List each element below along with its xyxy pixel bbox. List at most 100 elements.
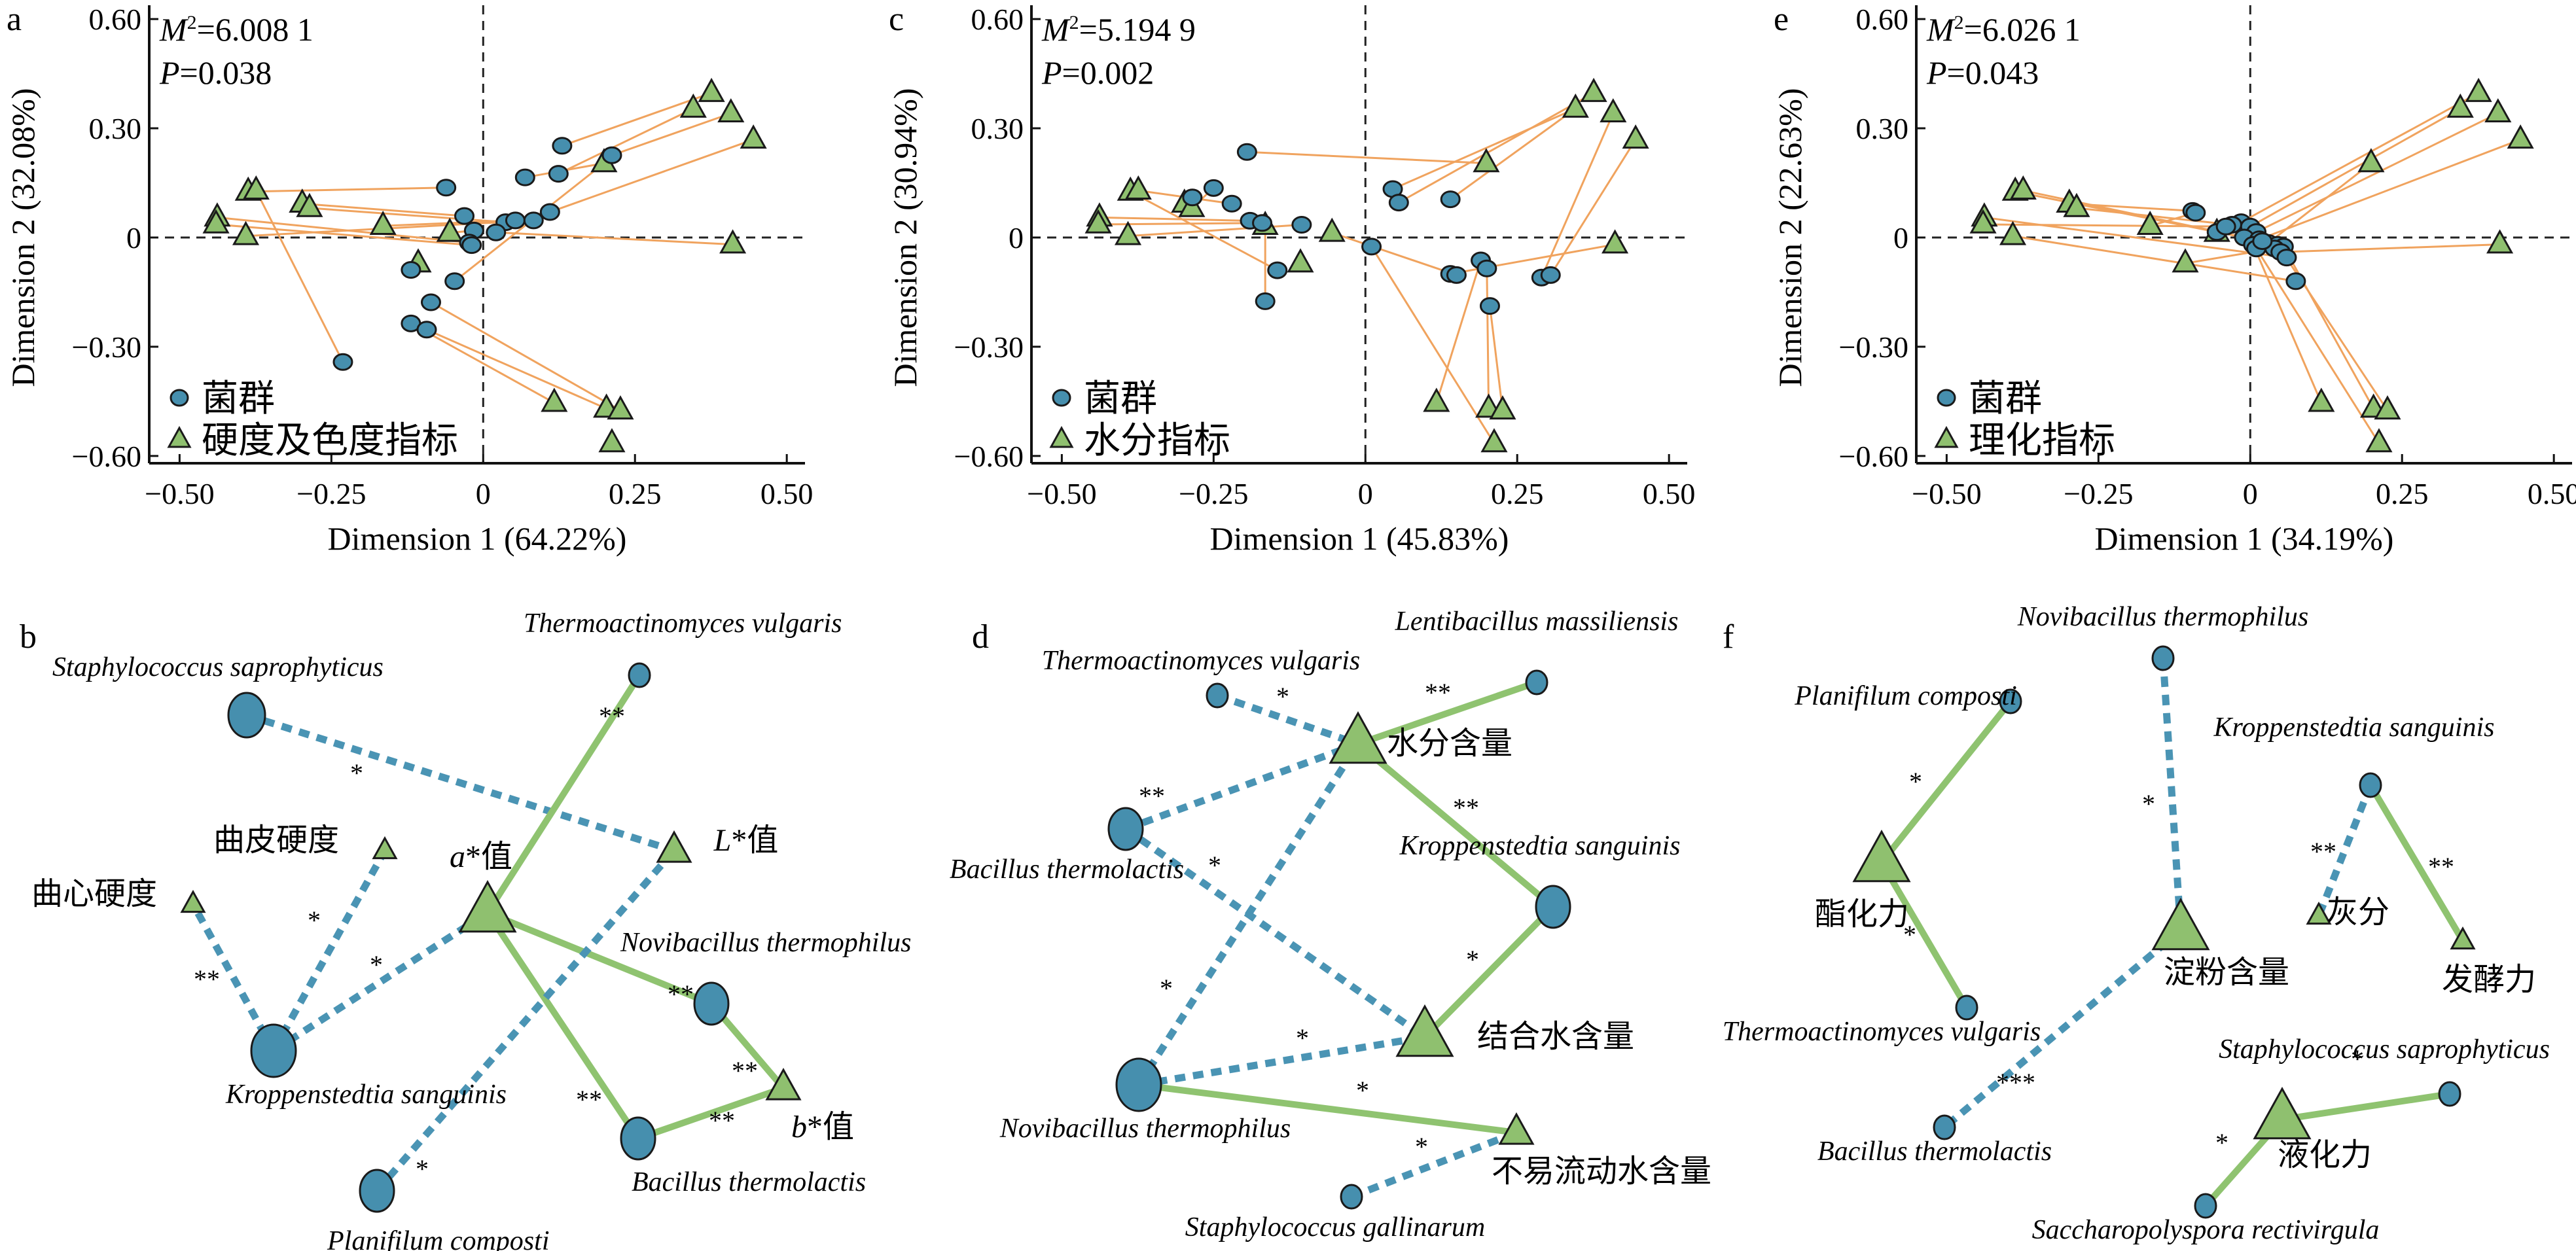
node-label: Novibacillus thermophilus: [999, 1114, 1291, 1144]
node-label: Bacillus thermolactis: [632, 1167, 866, 1197]
triangle-point: [717, 98, 745, 123]
significance-label: *: [1466, 945, 1479, 974]
procrustes-plot-e: e −0.50 −0.25 0 0.25 0.50 0.60 0.30 0 −0.30 −0.60 D…: [1772, 1, 2576, 557]
x-tick-label: −0.25: [296, 477, 366, 510]
triangle-point: [1999, 220, 2027, 245]
legend-circle-icon: [1937, 389, 1956, 407]
node-label: 结合水含量: [1477, 1019, 1634, 1054]
circle-point: [601, 146, 622, 164]
significance-label: **: [576, 1085, 602, 1114]
significance-label: *: [1909, 767, 1922, 796]
triangle-point: [607, 395, 634, 420]
microbe-node: [2359, 772, 2382, 798]
stat-p: P=0.002: [1041, 54, 1154, 91]
property-node: [1498, 1112, 1535, 1145]
circle-point: [514, 168, 535, 186]
circle-point: [1252, 214, 1273, 232]
x-tick-label: −0.50: [1912, 477, 1981, 510]
circle-point: [416, 321, 437, 339]
circle-point: [454, 207, 475, 225]
microbe-node: [1340, 1184, 1363, 1210]
microbe-node: [2438, 1081, 2461, 1107]
procrustes-link: [562, 92, 712, 147]
triangle-point: [1489, 395, 1516, 420]
y-tick-label: −0.60: [72, 440, 141, 473]
legend-label-circle: 菌群: [1969, 379, 2042, 419]
significance-label: **: [2428, 852, 2454, 881]
negative-correlation-edge: [1136, 742, 1361, 1087]
circle-point: [552, 137, 573, 155]
procrustes-link: [558, 107, 694, 175]
x-tick-label: 0: [2243, 477, 2258, 510]
microbe-node: [620, 1116, 656, 1161]
negative-correlation-edge: [270, 849, 388, 1053]
y-tick-label: 0: [1009, 221, 1024, 255]
significance-label: *: [1160, 974, 1173, 1003]
triangle-point: [2172, 248, 2199, 273]
panel-letter: e: [1774, 1, 1789, 38]
y-tick-label: 0.30: [89, 112, 142, 145]
circle-point: [1236, 143, 1257, 161]
procrustes-link: [2240, 92, 2479, 223]
triangle-point: [698, 77, 725, 102]
x-axis-title: Dimension 1 (64.22%): [328, 520, 627, 557]
node-label: Thermoactinomyces vulgaris: [1042, 646, 1360, 676]
negative-correlation-edge: [1138, 1033, 1425, 1089]
procrustes-link: [1983, 223, 2227, 228]
y-tick-label: 0.60: [1856, 3, 1909, 36]
significance-label: *: [1415, 1132, 1428, 1161]
node-label: 液化力: [2278, 1138, 2372, 1172]
y-tick-label: 0.30: [1856, 112, 1909, 145]
triangle-point: [541, 387, 568, 412]
microbe-node: [1933, 1114, 1956, 1140]
triangle-point: [598, 428, 626, 453]
microbe-node: [1525, 669, 1548, 696]
triangle-point: [1480, 428, 1508, 453]
procrustes-link: [549, 138, 754, 213]
triangle-point: [1287, 248, 1314, 273]
triangle-point: [2507, 124, 2534, 149]
node-label: 水分含量: [1387, 726, 1512, 761]
significance-label: *: [308, 906, 321, 935]
node-label: Novibacillus thermophilus: [620, 928, 912, 958]
microbe-node: [227, 692, 266, 739]
positive-correlation-edge: [637, 1085, 785, 1142]
triangle-point: [2136, 211, 2164, 236]
y-tick-label: −0.30: [954, 330, 1024, 364]
legend-label-triangle: 硬度及色度指标: [202, 421, 458, 461]
procrustes-link: [2280, 243, 2500, 253]
x-tick-label: 0.50: [1643, 477, 1696, 510]
property-node: [2450, 926, 2476, 950]
circle-point: [1540, 266, 1561, 284]
procrustes-link: [1130, 190, 1278, 272]
significance-label: **: [1453, 793, 1479, 822]
triangle-point: [740, 124, 767, 149]
node-label: Planifilum composti: [327, 1226, 550, 1251]
x-tick-label: 0.50: [760, 477, 814, 510]
significance-label: **: [194, 964, 220, 994]
node-label: 曲心硬度: [31, 877, 157, 911]
significance-label: *: [1356, 1076, 1369, 1105]
triangle-point: [1562, 93, 1589, 118]
procrustes-link: [1398, 92, 1594, 203]
circle-point: [1221, 194, 1242, 213]
node-label: Staphylococcus saprophyticus: [2219, 1034, 2550, 1065]
significance-label: *: [370, 950, 383, 979]
procrustes-link: [1247, 150, 1486, 164]
circle-point: [486, 223, 507, 241]
node-label: L*值: [713, 823, 779, 858]
x-tick-label: 0: [476, 477, 491, 510]
stat-p: P=0.043: [1926, 54, 2039, 91]
circle-point: [1255, 292, 1276, 310]
negative-correlation-edge: [2315, 783, 2374, 918]
circle-point: [523, 211, 544, 230]
legend-label-triangle: 理化指标: [1969, 421, 2115, 461]
procrustes-link: [2076, 207, 2232, 226]
significance-label: *: [2142, 789, 2155, 819]
microbe-node: [250, 1023, 297, 1078]
procrustes-link: [1549, 139, 1637, 276]
stat-m2: M2=5.194 9: [1041, 11, 1196, 48]
x-axis-title: Dimension 1 (34.19%): [2095, 520, 2394, 557]
y-tick-label: 0: [1893, 221, 1908, 255]
panel-letter: c: [889, 1, 904, 38]
